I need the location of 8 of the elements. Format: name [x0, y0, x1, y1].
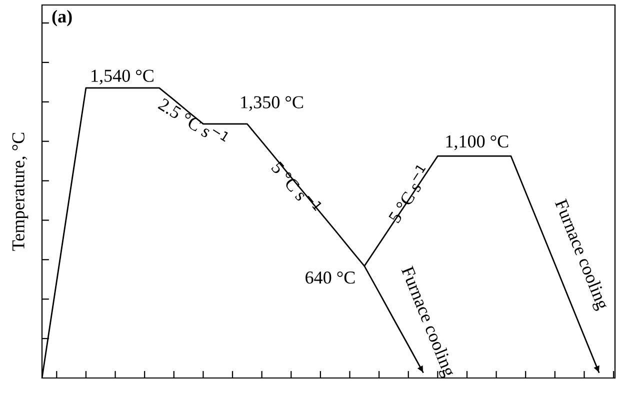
y-axis-title: Temperature, °C [12, 132, 28, 251]
text: (a) [52, 10, 72, 26]
annotation: Furnace cooling [398, 265, 456, 379]
annotation: 640 °C [306, 271, 355, 284]
text: 1,540 °C [92, 70, 154, 84]
annotation: Furnace cooling [551, 198, 610, 312]
annotation: 1,350 °C [241, 96, 303, 111]
annotation: 1,100 °C [446, 135, 508, 150]
